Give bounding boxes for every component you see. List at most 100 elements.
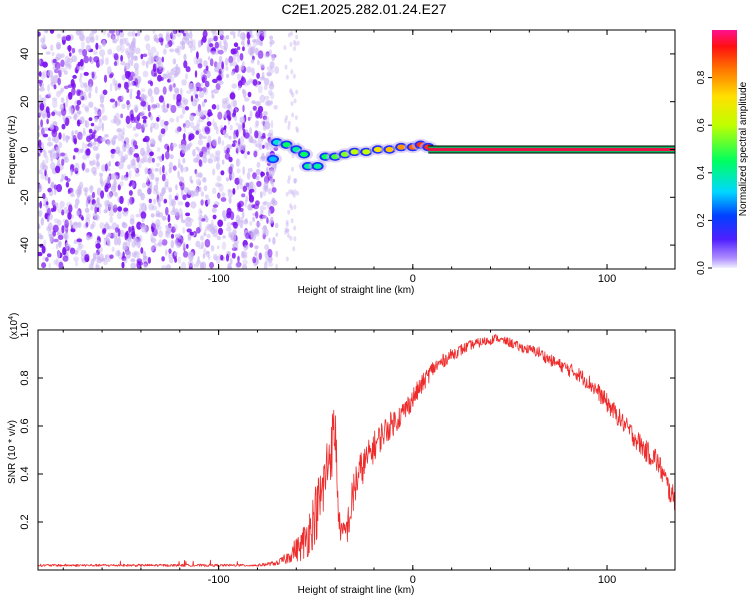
spectrogram-plot-area xyxy=(38,30,675,269)
noise-speckle xyxy=(121,222,128,229)
noise-speckle xyxy=(234,64,240,73)
noise-speckle xyxy=(291,190,295,196)
noise-speckle xyxy=(79,77,82,83)
noise-speckle xyxy=(182,194,187,201)
noise-speckle xyxy=(82,154,88,160)
noise-speckle xyxy=(165,206,169,216)
noise-speckle xyxy=(292,73,296,79)
noise-speckle xyxy=(274,222,279,229)
noise-speckle xyxy=(134,47,141,55)
noise-speckle xyxy=(128,44,132,51)
noise-speckle xyxy=(107,225,112,230)
noise-speckle xyxy=(76,238,83,243)
noise-speckle xyxy=(106,66,112,75)
noise-speckle xyxy=(101,115,108,121)
noise-speckle xyxy=(97,141,100,147)
noise-speckle xyxy=(196,178,202,186)
noise-speckle xyxy=(239,219,244,229)
noise-speckle xyxy=(133,62,139,70)
noise-speckle xyxy=(209,153,215,159)
noise-speckle xyxy=(153,86,160,95)
noise-speckle xyxy=(99,222,105,230)
noise-speckle xyxy=(40,173,46,180)
snr-y-ticks: 0.2 0.4 0.6 0.8 1.0 xyxy=(19,322,675,530)
noise-speckle xyxy=(233,48,238,55)
colorbar-ticks: 0.0 0.2 0.4 0.6 0.8 xyxy=(696,70,712,275)
noise-speckle xyxy=(71,222,75,230)
noise-speckle xyxy=(133,116,140,124)
noise-speckle xyxy=(108,204,114,211)
x-tick-label: -100 xyxy=(208,574,230,586)
noise-speckle xyxy=(206,70,211,79)
spectrogram-carrier xyxy=(428,145,675,154)
noise-speckle xyxy=(200,199,204,206)
noise-speckle xyxy=(172,83,176,88)
noise-speckle xyxy=(200,82,204,87)
noise-speckle xyxy=(165,150,170,160)
noise-speckle xyxy=(84,254,90,263)
figure-title: C2E1.2025.282.01.24.E27 xyxy=(281,1,446,17)
noise-speckle xyxy=(111,246,115,252)
noise-speckle xyxy=(266,171,269,176)
noise-speckle xyxy=(64,152,68,161)
noise-speckle xyxy=(242,104,245,113)
noise-speckle xyxy=(188,142,193,147)
x-tick-label: 100 xyxy=(598,273,616,285)
noise-speckle xyxy=(233,135,238,140)
noise-speckle xyxy=(44,30,48,33)
noise-speckle xyxy=(121,175,124,181)
noise-speckle xyxy=(184,106,190,111)
noise-speckle xyxy=(52,224,59,233)
noise-speckle xyxy=(79,94,83,100)
noise-speckle xyxy=(214,49,219,56)
noise-speckle xyxy=(142,70,149,78)
noise-speckle xyxy=(158,33,163,38)
noise-speckle xyxy=(98,207,102,215)
noise-speckle xyxy=(129,71,135,78)
noise-speckle xyxy=(115,227,119,233)
noise-speckle xyxy=(124,62,131,70)
svg-text:(x104): (x104) xyxy=(8,313,20,340)
noise-speckle xyxy=(252,79,258,86)
noise-speckle xyxy=(242,32,246,42)
noise-speckle xyxy=(56,33,62,39)
noise-speckle xyxy=(109,73,113,79)
noise-speckle xyxy=(103,237,107,246)
noise-speckle xyxy=(43,150,47,158)
noise-speckle xyxy=(169,84,173,92)
noise-speckle xyxy=(174,195,178,201)
noise-speckle xyxy=(186,243,189,249)
noise-speckle xyxy=(255,175,260,181)
noise-speckle xyxy=(190,201,197,209)
noise-speckle xyxy=(240,64,245,71)
noise-speckle xyxy=(117,251,121,256)
noise-speckle xyxy=(186,90,192,94)
noise-speckle xyxy=(226,105,233,112)
noise-speckle xyxy=(123,207,129,212)
noise-speckle xyxy=(52,230,57,237)
noise-speckle xyxy=(73,113,77,121)
noise-speckle xyxy=(226,211,232,219)
noise-speckle xyxy=(117,184,121,191)
noise-speckle xyxy=(212,187,217,195)
noise-speckle xyxy=(169,257,174,264)
noise-speckle xyxy=(170,240,174,249)
noise-speckle xyxy=(269,39,275,45)
noise-speckle xyxy=(218,40,222,49)
noise-speckle xyxy=(113,61,118,67)
noise-speckle xyxy=(250,188,255,193)
noise-speckle xyxy=(91,191,96,199)
noise-speckle xyxy=(176,242,181,249)
noise-speckle xyxy=(121,74,126,81)
noise-speckle xyxy=(293,98,297,104)
noise-speckle xyxy=(143,157,149,163)
noise-speckle xyxy=(182,133,186,141)
noise-speckle xyxy=(260,191,263,199)
noise-speckle xyxy=(218,227,223,236)
noise-speckle xyxy=(291,166,294,172)
noise-speckle xyxy=(264,142,269,149)
noise-speckle xyxy=(170,104,177,114)
noise-speckle xyxy=(227,188,232,193)
noise-speckle xyxy=(98,45,102,50)
noise-speckle xyxy=(217,245,220,250)
